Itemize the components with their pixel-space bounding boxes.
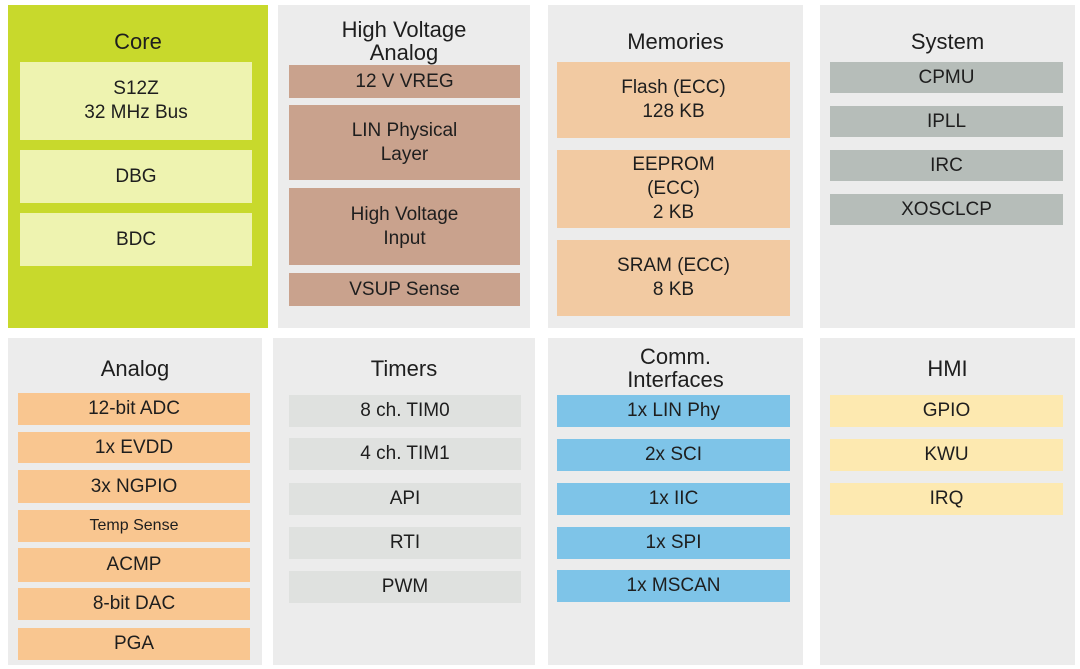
panel-title: HMI [927, 355, 968, 381]
block: Flash (ECC) 128 KB [557, 62, 790, 138]
panel-title: High Voltage Analog [341, 17, 467, 65]
block: RTI [289, 527, 521, 559]
block: 8-bit DAC [18, 588, 250, 620]
block: ACMP [18, 548, 250, 582]
block: XOSCLCP [830, 194, 1063, 225]
block: GPIO [830, 395, 1063, 427]
block: 12-bit ADC [18, 393, 250, 425]
block: VSUP Sense [289, 273, 520, 306]
panel-title: Core [114, 28, 162, 54]
block: CPMU [830, 62, 1063, 93]
panel-title: Timers [370, 355, 438, 381]
block: 4 ch. TIM1 [289, 438, 521, 470]
block: IRQ [830, 483, 1063, 515]
block: 1x EVDD [18, 432, 250, 463]
block: 1x SPI [557, 527, 790, 559]
block: EEPROM (ECC) 2 KB [557, 150, 790, 228]
block: API [289, 483, 521, 515]
block: Temp Sense [18, 510, 250, 542]
block: IPLL [830, 106, 1063, 137]
block: IRC [830, 150, 1063, 181]
panel-title: System [910, 28, 985, 54]
panel-title: Analog [100, 355, 170, 381]
block: PWM [289, 571, 521, 603]
block: DBG [20, 150, 252, 203]
block: 1x LIN Phy [557, 395, 790, 427]
block: High Voltage Input [289, 188, 520, 265]
block: SRAM (ECC) 8 KB [557, 240, 790, 316]
block: BDC [20, 213, 252, 266]
block: 2x SCI [557, 439, 790, 471]
block: KWU [830, 439, 1063, 471]
block: 1x IIC [557, 483, 790, 515]
block: 12 V VREG [289, 65, 520, 98]
panel-title: Memories [627, 28, 724, 54]
block: 1x MSCAN [557, 570, 790, 602]
panel-title: Comm. Interfaces [627, 344, 724, 392]
block: 8 ch. TIM0 [289, 395, 521, 427]
block: 3x NGPIO [18, 470, 250, 503]
block: PGA [18, 628, 250, 660]
block: S12Z 32 MHz Bus [20, 62, 252, 140]
block: LIN Physical Layer [289, 105, 520, 180]
